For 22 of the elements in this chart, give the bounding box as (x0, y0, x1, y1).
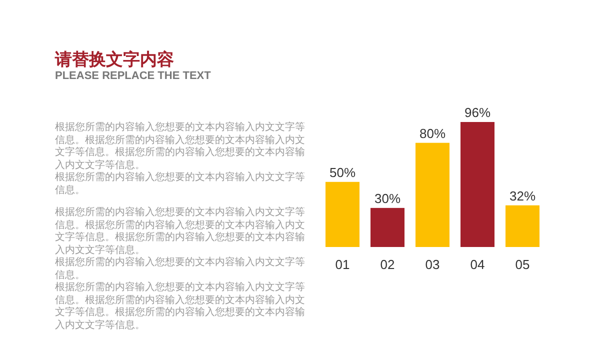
bar (326, 182, 360, 247)
data-label: 80% (419, 126, 446, 141)
x-tick-label: 04 (470, 257, 485, 272)
text: 根据您所需的内容输入您想要的文本内容输入内文文字等信息。根据您所需的内容输入您想要的文本内容输入内文文字等信息。根据您所需的内容输入您想要的文本内容输入内文文字等信息。 (55, 207, 305, 256)
bar (460, 122, 494, 247)
data-label: 30% (374, 190, 401, 206)
text: 根据您所需的内容输入您想要的文本内容输入内文文字等信息。根据您所需的内容输入您想要的文本内容输入内文文字等信息。根据您所需的内容输入您想要的文本内容输入内文文字等信息。 (55, 282, 305, 332)
x-tick-label: 02 (380, 257, 395, 272)
text: PLEASE REPLACE THE TEXT (55, 70, 211, 82)
text: 根据您所需的内容输入您想要的文本内容输入内文文字等信息。 (55, 257, 305, 282)
text: 根据您所需的内容输入您想要的文本内容输入内文文字等信息。 (55, 172, 305, 197)
bar (506, 205, 540, 247)
bar (416, 142, 450, 247)
data-label: 32% (509, 188, 536, 204)
bar (370, 208, 404, 247)
x-tick-label: 03 (425, 257, 440, 272)
x-tick-label: 01 (335, 257, 350, 272)
text: 根据您所需的内容输入您想要的文本内容输入内文文字等信息。根据您所需的内容输入您想要的文本内容输入内文文字等信息。根据您所需的内容输入您想要的文本内容输入内文文字等信息。 (55, 122, 305, 172)
x-tick-label: 05 (515, 257, 530, 272)
data-label: 50% (329, 164, 356, 180)
text: 请替换文字内容 (55, 49, 174, 71)
data-label: 96% (464, 105, 491, 120)
